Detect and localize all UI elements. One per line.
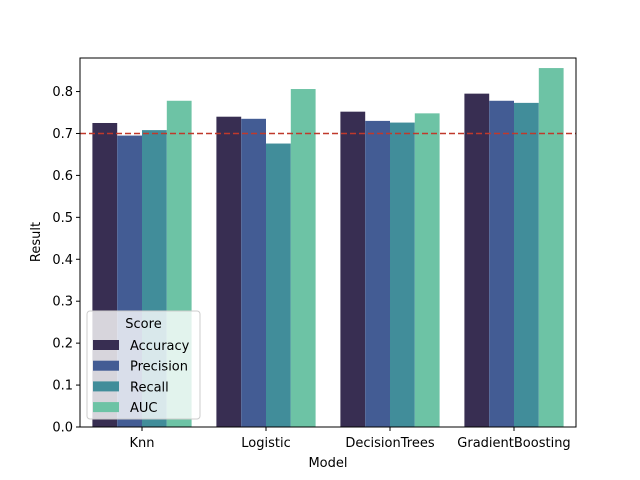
- x-axis: Knn Logistic DecisionTrees GradientBoosting: [129, 427, 571, 451]
- legend-label-auc: AUC: [130, 401, 158, 416]
- bar-gradientboosting-accuracy: [464, 93, 490, 427]
- y-tick-label: 0.8: [52, 85, 73, 100]
- x-tick-label: GradientBoosting: [457, 436, 570, 451]
- y-tick-label: 0.0: [52, 421, 73, 436]
- legend-title: Score: [125, 317, 161, 332]
- bars-group: [92, 68, 564, 428]
- bar-logistic-recall: [266, 143, 291, 428]
- legend-swatch-accuracy: [93, 340, 119, 350]
- y-tick-label: 0.2: [52, 337, 73, 352]
- bar-logistic-precision: [241, 118, 266, 428]
- legend: Score Accuracy Precision Recall AUC: [86, 310, 201, 420]
- bar-decisiontrees-auc: [414, 113, 440, 427]
- y-tick-label: 0.4: [52, 253, 73, 268]
- legend-label-recall: Recall: [130, 380, 169, 395]
- y-tick-label: 0.7: [52, 127, 73, 142]
- y-tick-label: 0.3: [52, 295, 73, 310]
- legend-label-precision: Precision: [130, 360, 188, 375]
- legend-label-accuracy: Accuracy: [130, 339, 190, 354]
- legend-swatch-auc: [93, 402, 119, 413]
- legend-swatch-recall: [93, 381, 119, 392]
- bar-decisiontrees-accuracy: [340, 111, 366, 428]
- legend-swatch-precision: [93, 360, 119, 371]
- y-axis-label: Result: [29, 222, 44, 262]
- bar-logistic-auc: [290, 89, 316, 427]
- y-tick-label: 0.1: [52, 379, 73, 394]
- x-axis-label: Model: [308, 456, 347, 471]
- x-tick-label: Logistic: [241, 436, 290, 451]
- bar-gradientboosting-precision: [489, 100, 514, 428]
- x-tick-label: Knn: [129, 436, 154, 451]
- bar-logistic-accuracy: [216, 116, 242, 427]
- bar-gradientboosting-auc: [538, 68, 564, 427]
- x-tick-label: DecisionTrees: [345, 436, 434, 451]
- bar-gradientboosting-recall: [514, 102, 539, 428]
- bar-decisiontrees-recall: [390, 122, 415, 427]
- bar-decisiontrees-precision: [365, 120, 390, 428]
- plot-frame: [79, 57, 577, 428]
- legend-box: [86, 310, 201, 420]
- y-tick-label: 0.5: [52, 211, 73, 226]
- y-axis: 0.0 0.1 0.2 0.3 0.4 0.5 0.6 0.7 0.8: [52, 85, 80, 436]
- y-tick-label: 0.6: [52, 169, 73, 184]
